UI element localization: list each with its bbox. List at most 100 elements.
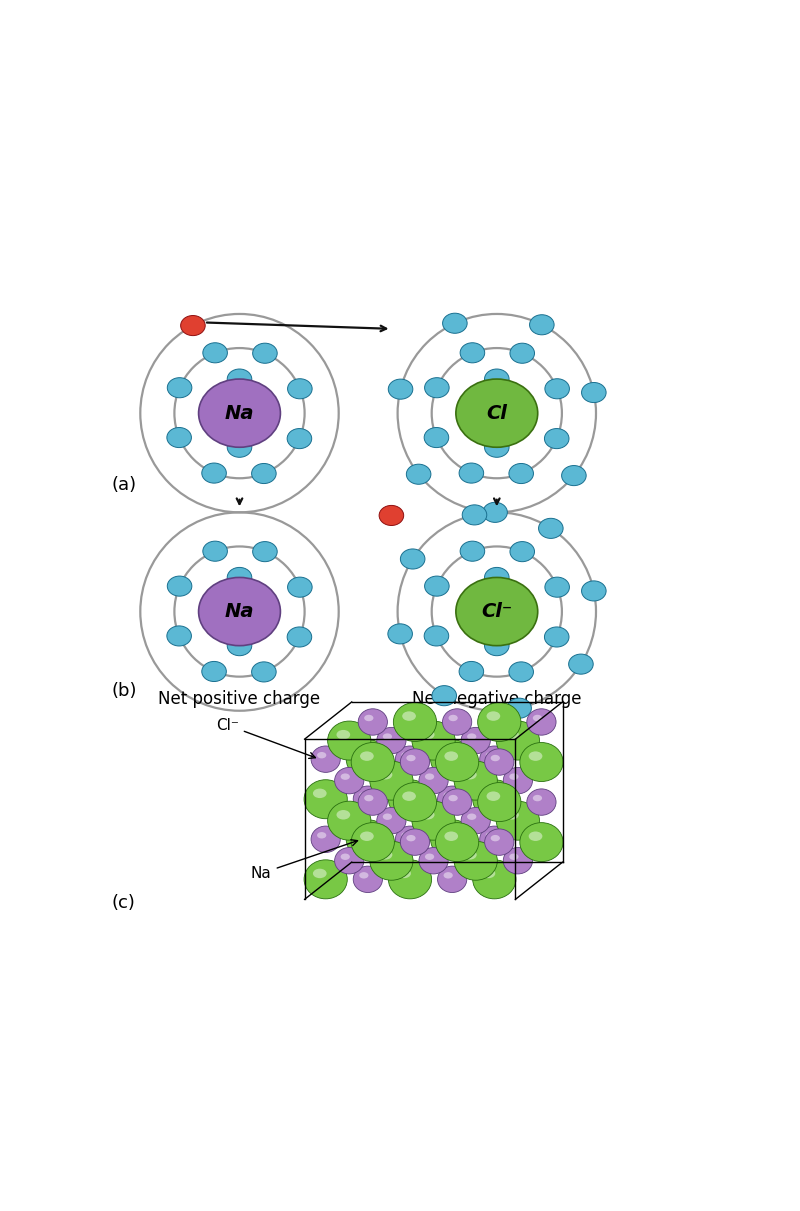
Ellipse shape bbox=[358, 788, 387, 815]
Ellipse shape bbox=[510, 854, 518, 860]
Ellipse shape bbox=[485, 830, 514, 855]
Ellipse shape bbox=[304, 780, 347, 819]
Ellipse shape bbox=[304, 860, 347, 899]
Ellipse shape bbox=[313, 788, 326, 798]
Ellipse shape bbox=[510, 541, 534, 562]
Ellipse shape bbox=[503, 848, 533, 874]
Ellipse shape bbox=[287, 627, 312, 647]
Ellipse shape bbox=[227, 369, 252, 389]
Ellipse shape bbox=[520, 742, 563, 781]
Ellipse shape bbox=[328, 802, 371, 840]
Ellipse shape bbox=[181, 316, 206, 335]
Ellipse shape bbox=[419, 768, 448, 794]
Ellipse shape bbox=[377, 808, 406, 834]
Ellipse shape bbox=[482, 788, 495, 798]
Ellipse shape bbox=[328, 721, 371, 761]
Ellipse shape bbox=[382, 734, 392, 740]
Ellipse shape bbox=[395, 826, 425, 853]
Ellipse shape bbox=[198, 578, 281, 645]
Ellipse shape bbox=[545, 627, 569, 647]
Ellipse shape bbox=[378, 850, 392, 860]
Ellipse shape bbox=[510, 774, 518, 780]
Ellipse shape bbox=[354, 866, 382, 893]
Text: (c): (c) bbox=[111, 894, 135, 912]
Ellipse shape bbox=[439, 748, 453, 758]
Ellipse shape bbox=[529, 751, 542, 761]
Ellipse shape bbox=[478, 782, 521, 821]
Ellipse shape bbox=[486, 711, 500, 721]
Ellipse shape bbox=[496, 721, 539, 761]
Ellipse shape bbox=[334, 768, 364, 794]
Ellipse shape bbox=[435, 742, 478, 781]
Ellipse shape bbox=[490, 834, 500, 842]
Ellipse shape bbox=[398, 788, 411, 798]
Ellipse shape bbox=[370, 842, 413, 880]
Ellipse shape bbox=[203, 343, 227, 363]
Ellipse shape bbox=[582, 581, 606, 601]
Ellipse shape bbox=[562, 465, 586, 486]
Ellipse shape bbox=[456, 379, 538, 447]
Ellipse shape bbox=[412, 721, 455, 761]
Ellipse shape bbox=[485, 748, 514, 775]
Ellipse shape bbox=[167, 626, 191, 645]
Text: (a): (a) bbox=[111, 476, 136, 494]
Ellipse shape bbox=[430, 740, 474, 779]
Ellipse shape bbox=[355, 748, 369, 758]
Ellipse shape bbox=[202, 661, 226, 682]
Ellipse shape bbox=[478, 702, 521, 741]
Ellipse shape bbox=[424, 626, 449, 645]
Ellipse shape bbox=[337, 730, 350, 740]
Ellipse shape bbox=[395, 746, 425, 773]
Ellipse shape bbox=[438, 786, 466, 813]
Text: Na: Na bbox=[225, 602, 254, 621]
Text: (b): (b) bbox=[111, 682, 137, 700]
Ellipse shape bbox=[370, 762, 413, 800]
Ellipse shape bbox=[510, 343, 534, 363]
Text: Net negative charge: Net negative charge bbox=[412, 689, 582, 707]
Ellipse shape bbox=[529, 832, 542, 840]
Ellipse shape bbox=[406, 754, 416, 762]
Ellipse shape bbox=[473, 860, 516, 899]
Ellipse shape bbox=[461, 728, 490, 753]
Text: Na: Na bbox=[225, 403, 254, 423]
Ellipse shape bbox=[421, 810, 434, 820]
Ellipse shape bbox=[461, 808, 490, 834]
Ellipse shape bbox=[227, 437, 252, 458]
Ellipse shape bbox=[530, 315, 554, 334]
Ellipse shape bbox=[359, 792, 369, 798]
Ellipse shape bbox=[167, 378, 192, 397]
Ellipse shape bbox=[527, 708, 556, 735]
Ellipse shape bbox=[538, 518, 563, 539]
Ellipse shape bbox=[545, 379, 570, 398]
Ellipse shape bbox=[533, 714, 542, 722]
Ellipse shape bbox=[425, 576, 449, 596]
Ellipse shape bbox=[463, 770, 477, 780]
Ellipse shape bbox=[341, 854, 350, 860]
Ellipse shape bbox=[398, 868, 411, 878]
Ellipse shape bbox=[473, 780, 516, 819]
Ellipse shape bbox=[287, 578, 312, 597]
Ellipse shape bbox=[425, 774, 434, 780]
Ellipse shape bbox=[425, 378, 449, 397]
Ellipse shape bbox=[287, 429, 312, 448]
Ellipse shape bbox=[358, 708, 387, 735]
Ellipse shape bbox=[569, 654, 594, 675]
Ellipse shape bbox=[317, 832, 326, 838]
Ellipse shape bbox=[382, 814, 392, 820]
Ellipse shape bbox=[400, 748, 430, 775]
Ellipse shape bbox=[460, 541, 485, 561]
Ellipse shape bbox=[203, 541, 227, 561]
Ellipse shape bbox=[419, 848, 448, 874]
Ellipse shape bbox=[360, 832, 374, 840]
Ellipse shape bbox=[443, 792, 453, 798]
Ellipse shape bbox=[503, 768, 533, 794]
Ellipse shape bbox=[313, 868, 326, 878]
Ellipse shape bbox=[412, 802, 455, 840]
Ellipse shape bbox=[463, 850, 477, 860]
Ellipse shape bbox=[507, 699, 531, 718]
Ellipse shape bbox=[167, 576, 192, 596]
Ellipse shape bbox=[406, 834, 416, 842]
Ellipse shape bbox=[388, 379, 413, 400]
Ellipse shape bbox=[449, 714, 458, 722]
Ellipse shape bbox=[394, 782, 437, 821]
